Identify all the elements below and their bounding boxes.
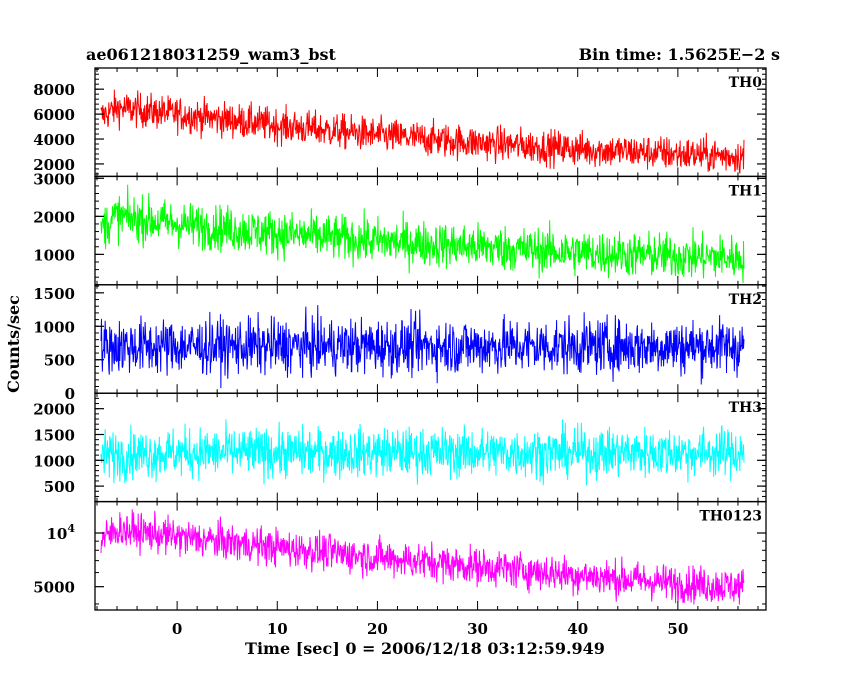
y-tick-label: 5000 — [33, 579, 75, 597]
chart-title-right: Bin time: 1.5625E−2 s — [579, 45, 780, 64]
x-tick-label: 40 — [567, 620, 588, 638]
y-tick-label: 1000 — [33, 452, 75, 470]
y-tick-label: 500 — [44, 352, 75, 370]
x-axis-label: Time [sec] 0 = 2006/12/18 03:12:59.949 — [245, 639, 605, 658]
x-tick-label: 30 — [467, 620, 488, 638]
x-tick-label: 20 — [367, 620, 388, 638]
band-label-th3: TH3 — [729, 400, 762, 416]
y-tick-label: 2000 — [33, 156, 75, 174]
series-th0 — [100, 89, 745, 174]
band-label-th2: TH2 — [729, 292, 762, 308]
x-tick-label: 50 — [667, 620, 688, 638]
y-tick-label: 0 — [65, 385, 75, 403]
x-axis: 0 10 20 30 40 50 — [172, 620, 688, 638]
band-label-th1: TH1 — [729, 183, 762, 199]
y-tick-label: 1000 — [33, 318, 75, 336]
x-tick-label: 0 — [172, 620, 182, 638]
band-label-th0123: TH0123 — [699, 509, 762, 525]
panel-frame — [94, 500, 767, 611]
panel-th0123: 5000 104 TH0123 — [33, 500, 767, 611]
y-tick-label: 3000 — [33, 170, 75, 188]
panel-th0: 2000 4000 6000 8000 TH0 — [33, 67, 767, 178]
y-tick-label: 1500 — [33, 285, 75, 303]
panel-th2: 0 500 1000 1500 TH2 — [33, 284, 767, 403]
y-tick-label: 104 — [46, 522, 75, 543]
panel-th3: 500 1000 1500 2000 TH3 — [33, 392, 767, 503]
y-tick-label: 1500 — [33, 426, 75, 444]
series-th0123 — [100, 509, 745, 605]
y-tick-label: 1000 — [33, 246, 75, 264]
x-tick-label: 10 — [267, 620, 288, 638]
y-tick-label: 500 — [44, 478, 75, 496]
y-tick-label: 2000 — [33, 401, 75, 419]
y-tick-label: 6000 — [33, 106, 75, 124]
y-tick-label: 8000 — [33, 81, 75, 99]
band-label-th0: TH0 — [729, 75, 763, 91]
y-tick-label: 2000 — [33, 208, 75, 226]
y-axis-label: Counts/sec — [4, 295, 23, 393]
series-th3 — [100, 419, 745, 486]
series-th1 — [100, 184, 745, 283]
panel-th1: 1000 2000 3000 TH1 — [33, 170, 767, 286]
chart-title-left: ae061218031259_wam3_bst — [86, 45, 337, 64]
y-tick-label: 4000 — [33, 131, 75, 149]
series-th2 — [100, 305, 745, 389]
